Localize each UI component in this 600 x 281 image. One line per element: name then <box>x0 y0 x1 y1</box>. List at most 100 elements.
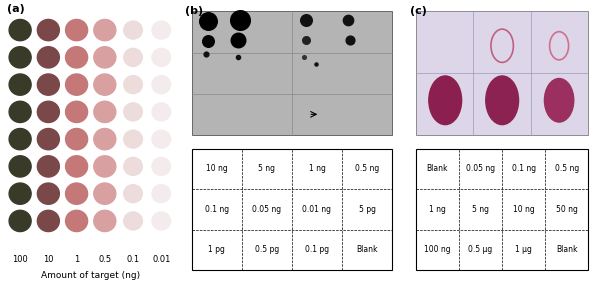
Circle shape <box>9 156 31 177</box>
Text: (c): (c) <box>410 6 427 15</box>
Circle shape <box>124 76 142 94</box>
Circle shape <box>94 156 116 177</box>
Point <box>299 55 309 59</box>
Circle shape <box>9 101 31 123</box>
Circle shape <box>9 74 31 95</box>
Text: 0.01: 0.01 <box>152 255 170 264</box>
Text: Amount of target (ng): Amount of target (ng) <box>41 271 140 280</box>
Circle shape <box>37 183 59 204</box>
Circle shape <box>94 210 116 232</box>
Text: 0.1 ng: 0.1 ng <box>205 205 229 214</box>
Circle shape <box>37 47 59 68</box>
Text: 0.5: 0.5 <box>98 255 112 264</box>
Text: 1 ng: 1 ng <box>429 205 446 214</box>
Circle shape <box>152 130 170 148</box>
Circle shape <box>152 76 170 94</box>
Point <box>203 38 212 43</box>
Point <box>233 55 242 59</box>
Circle shape <box>544 78 574 122</box>
Text: 0.1 ng: 0.1 ng <box>512 164 536 173</box>
FancyBboxPatch shape <box>192 11 392 135</box>
Point <box>301 17 311 22</box>
Text: Blank: Blank <box>556 245 578 254</box>
Circle shape <box>9 210 31 232</box>
Point <box>345 37 355 42</box>
Point <box>233 37 242 42</box>
Circle shape <box>94 183 116 204</box>
Point <box>343 17 353 22</box>
Circle shape <box>65 74 88 95</box>
Text: 1 μg: 1 μg <box>515 245 532 254</box>
Circle shape <box>94 128 116 150</box>
Text: 100 ng: 100 ng <box>424 245 451 254</box>
Circle shape <box>65 156 88 177</box>
Circle shape <box>9 128 31 150</box>
Circle shape <box>65 183 88 204</box>
Circle shape <box>124 21 142 39</box>
Text: 5 ng: 5 ng <box>259 164 275 173</box>
Text: 0.5 ng: 0.5 ng <box>555 164 579 173</box>
Circle shape <box>65 47 88 68</box>
Text: 10: 10 <box>43 255 53 264</box>
Circle shape <box>37 210 59 232</box>
Text: 5 pg: 5 pg <box>359 205 376 214</box>
Text: Blank: Blank <box>427 164 448 173</box>
Circle shape <box>124 157 142 175</box>
Circle shape <box>152 21 170 39</box>
Circle shape <box>124 185 142 203</box>
FancyBboxPatch shape <box>192 149 392 270</box>
Circle shape <box>124 130 142 148</box>
Text: 10 ng: 10 ng <box>206 164 227 173</box>
Text: 0.01 ng: 0.01 ng <box>302 205 331 214</box>
Circle shape <box>94 101 116 123</box>
Circle shape <box>486 76 518 125</box>
Circle shape <box>65 101 88 123</box>
Circle shape <box>152 103 170 121</box>
Point <box>235 17 245 22</box>
FancyBboxPatch shape <box>416 11 589 135</box>
Text: 50 ng: 50 ng <box>556 205 578 214</box>
Circle shape <box>429 76 461 125</box>
Text: 0.1 pg: 0.1 pg <box>305 245 329 254</box>
Text: 0.5 ng: 0.5 ng <box>355 164 379 173</box>
Circle shape <box>65 19 88 41</box>
Circle shape <box>65 128 88 150</box>
Circle shape <box>37 74 59 95</box>
Text: 10 ng: 10 ng <box>513 205 535 214</box>
Text: 5 ng: 5 ng <box>472 205 489 214</box>
Circle shape <box>152 157 170 175</box>
Text: 0.5 μg: 0.5 μg <box>469 245 493 254</box>
Text: (b): (b) <box>185 6 203 15</box>
Text: 0.05 ng: 0.05 ng <box>253 205 281 214</box>
Text: 1 pg: 1 pg <box>208 245 225 254</box>
Circle shape <box>124 212 142 230</box>
Text: 100: 100 <box>12 255 28 264</box>
Circle shape <box>9 47 31 68</box>
Point <box>203 19 212 23</box>
Text: Blank: Blank <box>356 245 378 254</box>
Circle shape <box>9 19 31 41</box>
Circle shape <box>94 19 116 41</box>
Circle shape <box>152 48 170 66</box>
Circle shape <box>124 103 142 121</box>
Circle shape <box>124 48 142 66</box>
Text: 0.5 pg: 0.5 pg <box>255 245 279 254</box>
Text: 0.1: 0.1 <box>127 255 140 264</box>
Text: 1 ng: 1 ng <box>308 164 325 173</box>
Text: (a): (a) <box>7 4 25 14</box>
Circle shape <box>37 156 59 177</box>
FancyBboxPatch shape <box>416 149 589 270</box>
Point <box>301 37 311 42</box>
Text: 1: 1 <box>74 255 79 264</box>
Circle shape <box>94 74 116 95</box>
Circle shape <box>65 210 88 232</box>
Circle shape <box>152 185 170 203</box>
Point <box>311 62 321 67</box>
Point <box>201 52 211 57</box>
Text: 0.05 ng: 0.05 ng <box>466 164 495 173</box>
Circle shape <box>37 128 59 150</box>
Circle shape <box>37 19 59 41</box>
Circle shape <box>9 183 31 204</box>
Circle shape <box>152 212 170 230</box>
Circle shape <box>37 101 59 123</box>
